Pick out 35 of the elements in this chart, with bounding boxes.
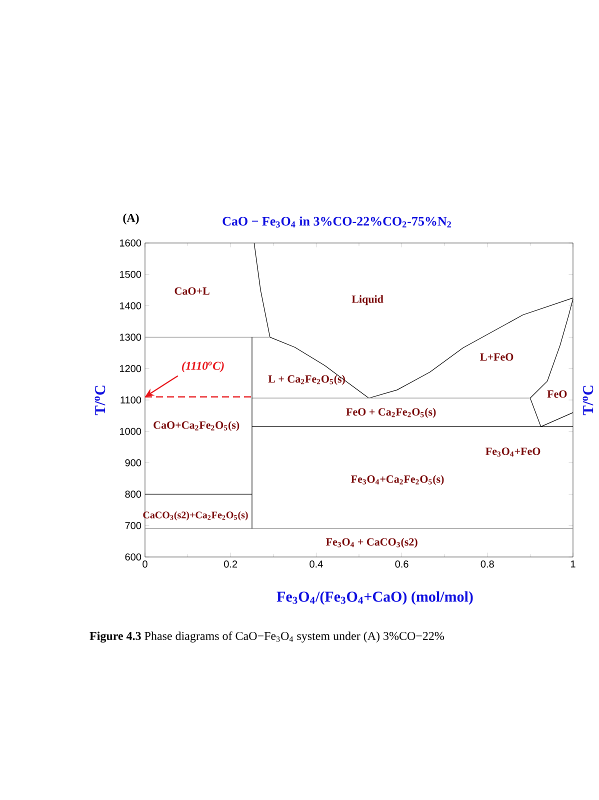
y-tick-label: 1200	[120, 365, 142, 372]
x-tick-label: 0.2	[224, 560, 238, 568]
annotation: Fe$_{3}$O$_{4}$+FeO	[486, 448, 540, 457]
annotation: CaO+L	[174, 287, 210, 295]
y-tick-label: 600	[125, 553, 142, 561]
annotation: L+FeO	[480, 353, 514, 361]
x-tick-label: 0.8	[480, 560, 494, 568]
y-tick-label: 900	[125, 459, 142, 466]
text: Fe$_{3}$O$_{4}$+Ca$_{2}$Fe$_{2}$O$_{5}$(s)	[351, 475, 444, 486]
text: CaCO$_{3}$(s2)+Ca$_{2}$Fe$_{2}$O$_{5}$(s)	[143, 511, 248, 520]
annotation: Liquid	[352, 295, 384, 306]
y-tick-label: 800	[125, 490, 142, 498]
x-tick-label: 0.4	[310, 560, 323, 568]
text: Fe$_{3}$O$_{4}$/(Fe$_{3}$O$_{4}$+CaO) (mol/mol)	[276, 591, 473, 605]
y-tick-label: 700	[125, 522, 142, 530]
y-tick-label: 1600	[120, 239, 142, 247]
annotation: FeO	[547, 390, 567, 398]
text: Figure 4.3 Phase diagrams of CaO−Fe$_{3}$O$_{4}$ system under (A) 3%CO−22%	[90, 631, 444, 643]
annotation: CaO+Ca$_{2}$Fe$_{2}$O$_{5}$(s)	[154, 421, 240, 432]
y-tick-label: 1100	[120, 396, 142, 404]
annotation: FeO + Ca$_{2}$Fe$_{2}$O$_{5}$(s)	[346, 408, 436, 418]
y-tick-label: 1300	[120, 334, 142, 341]
x-tick-label: 1	[570, 560, 576, 568]
annotation: L + Ca$_{2}$Fe$_{2}$O$_{5}$(s)	[268, 374, 345, 385]
y-tick-label: 1500	[120, 270, 142, 278]
text: (1110$^{o}$C)	[182, 361, 224, 372]
y-tick-label: 1400	[120, 302, 142, 310]
x-tick-label: 0	[142, 560, 148, 568]
annotation: Fe$_{3}$O$_{4}$ + CaCO$_{3}$(s2)	[326, 538, 418, 548]
y-tick-label: 1000	[120, 428, 142, 435]
chart-title: CaO − Fe$_{3}$O$_{4}$ in 3%CO-22%CO$_{2}$-75%N$_{2}$	[222, 216, 452, 228]
y2-axis-title: T/$^{o}$C	[582, 386, 594, 416]
x-tick-label: 0.6	[395, 560, 408, 568]
text: (A)	[123, 214, 139, 224]
y-axis-title: T/$^{o}$C	[94, 386, 106, 416]
